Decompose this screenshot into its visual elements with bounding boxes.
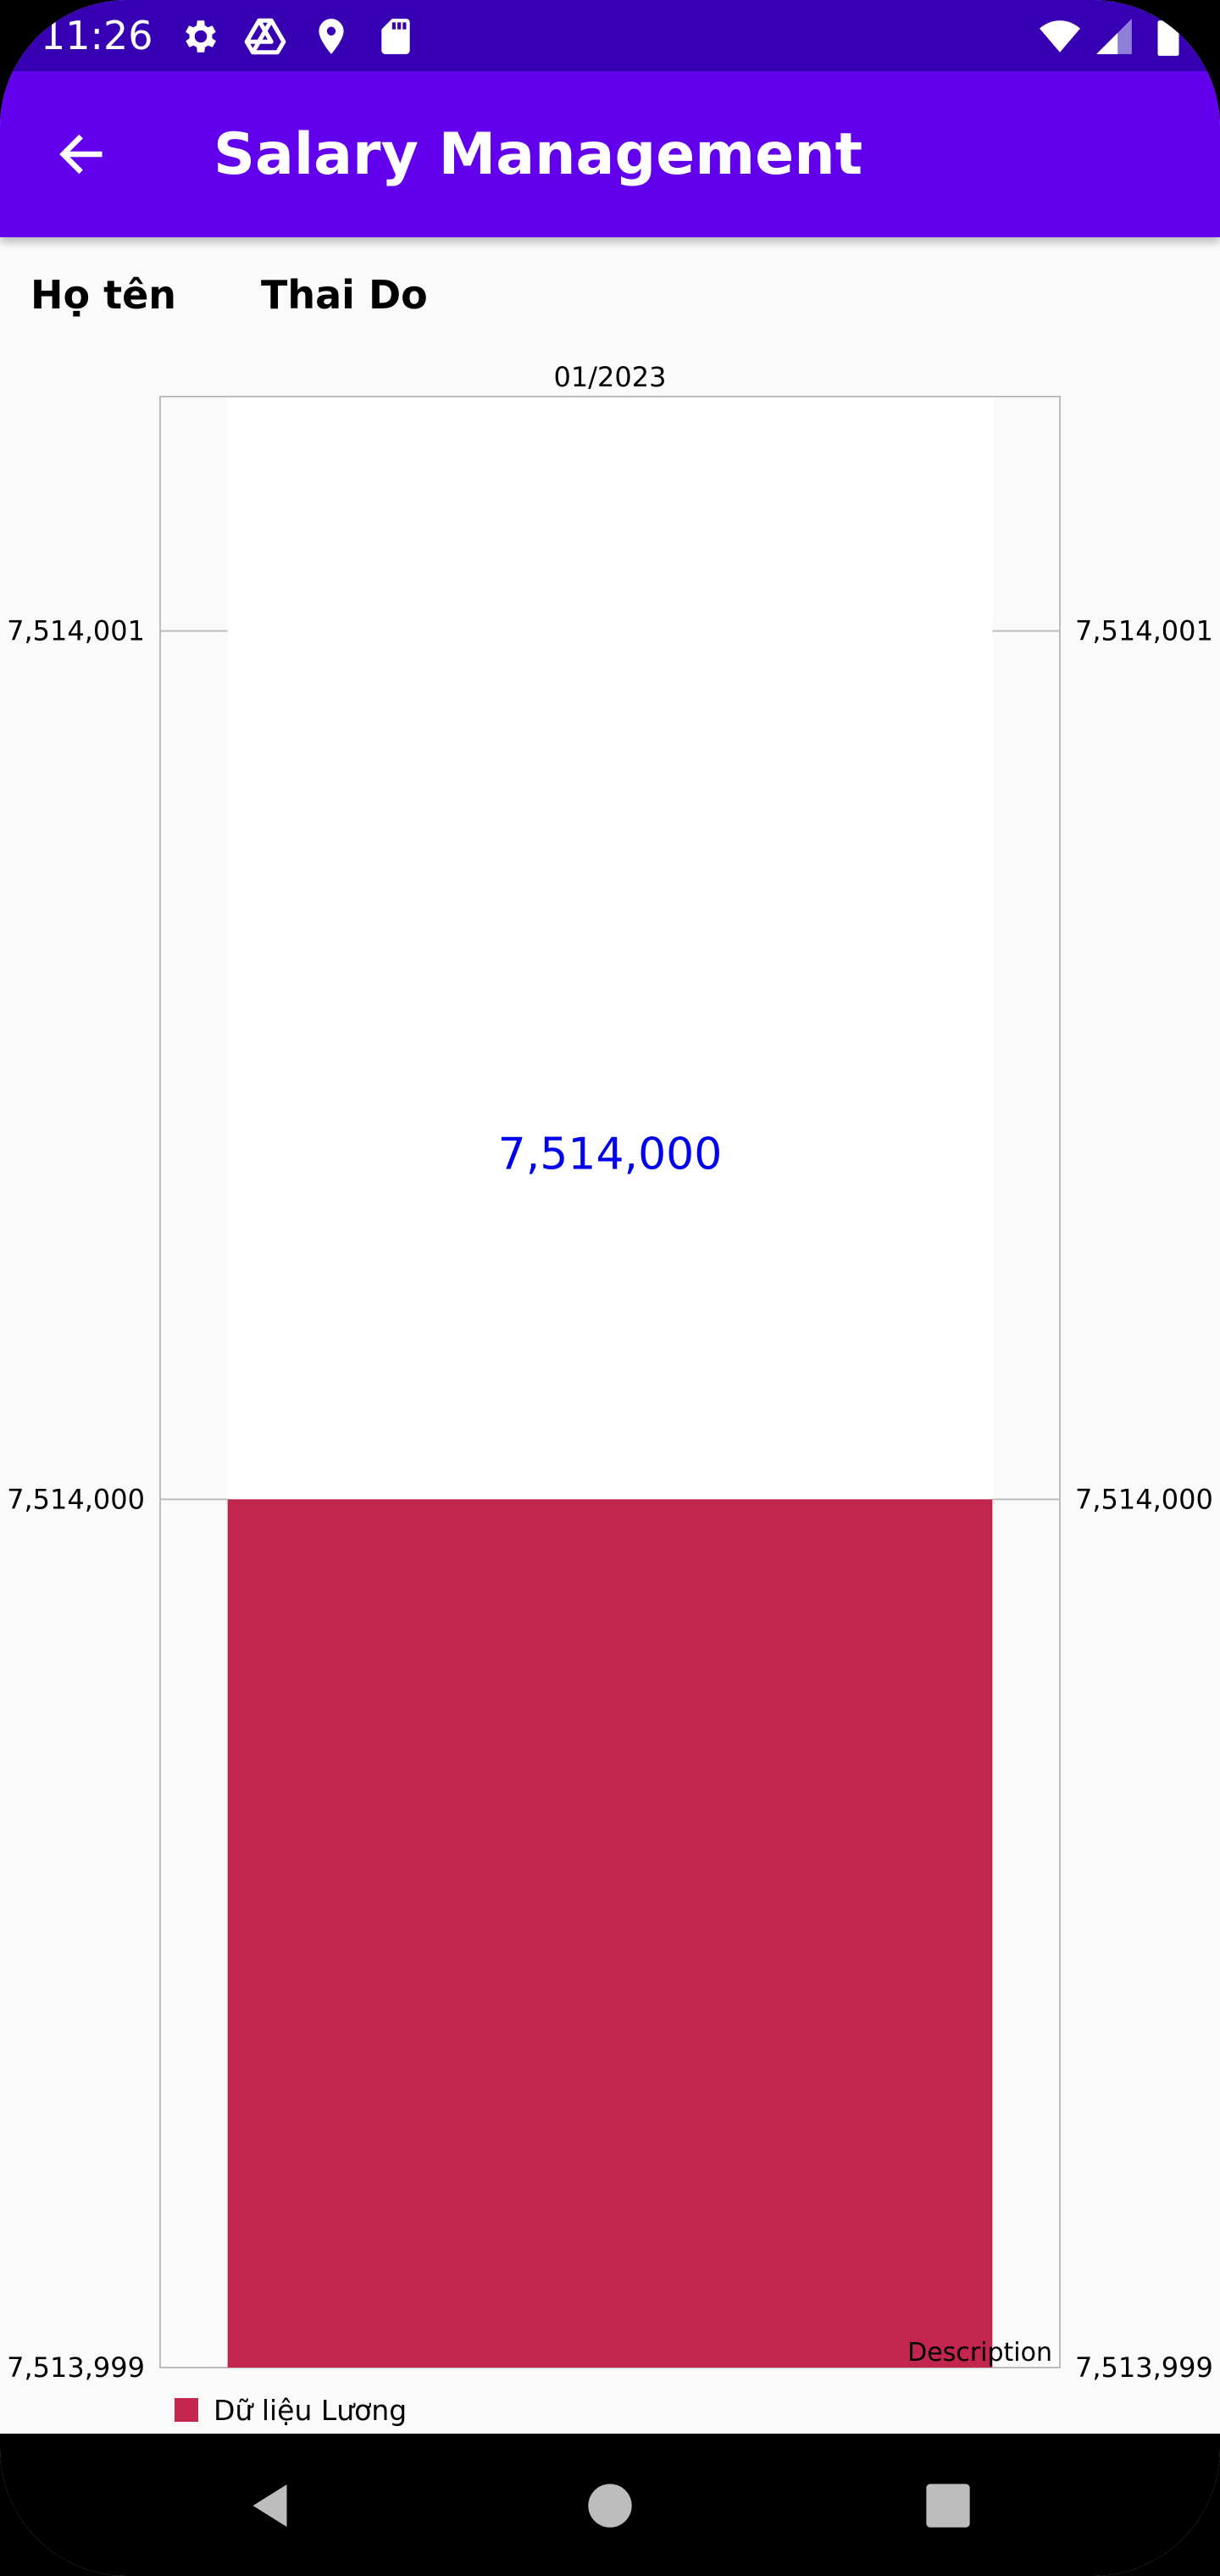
nav-back-button[interactable] [234,2468,310,2544]
app-bar: Salary Management [0,71,1220,237]
y-tick-label-right: 7,513,999 [1075,2351,1213,2384]
employee-name-value: Thai Do [261,272,428,318]
drive-icon [244,18,286,55]
triangle-back-icon [252,2484,287,2527]
sd-card-icon [381,19,410,54]
page-title: Salary Management [214,121,863,188]
bar-data-label: 7,514,000 [498,1129,723,1180]
y-tick-label-left: 7,514,001 [7,615,145,647]
nav-recents-button[interactable] [910,2468,986,2544]
signal-icon [1096,19,1132,54]
status-bar: 11:26 [0,0,1220,71]
nav-home-button[interactable] [572,2468,648,2544]
legend-swatch [175,2398,198,2422]
x-tick-label: 01/2023 [554,361,667,393]
legend-label: Dữ liệu Lương [214,2394,407,2427]
square-recents-icon [926,2484,970,2528]
back-button[interactable] [44,117,119,192]
employee-name-label: Họ tên [30,272,177,318]
bar[interactable] [227,1499,993,2368]
arrow-left-icon [59,134,103,175]
y-tick-label-left: 7,513,999 [7,2351,145,2384]
y-tick-label-left: 7,514,000 [7,1483,145,1515]
wifi-icon [1040,20,1080,53]
location-icon [319,19,344,54]
navigation-bar [0,2434,1220,2576]
y-tick-label-right: 7,514,001 [1075,615,1213,647]
battery-icon [1157,17,1179,56]
y-tick-label-right: 7,514,000 [1075,1483,1213,1515]
chart-description: Description [907,2338,1052,2368]
gear-icon [186,20,216,53]
circle-home-icon [588,2484,632,2528]
salary-bar-chart: 7,513,999 7,513,999 7,514,000 7,514,000 7,51… [7,361,1213,2427]
status-time: 11:26 [41,13,153,58]
